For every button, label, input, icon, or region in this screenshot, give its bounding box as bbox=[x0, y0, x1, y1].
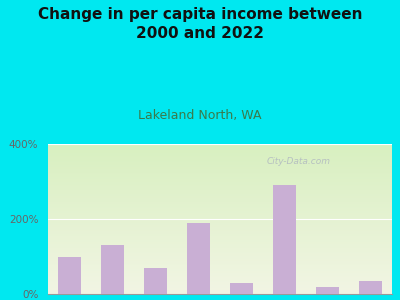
Bar bbox=[359, 281, 382, 294]
Bar bbox=[144, 268, 167, 294]
Bar bbox=[230, 283, 253, 294]
Text: Change in per capita income between
2000 and 2022: Change in per capita income between 2000… bbox=[38, 8, 362, 41]
Text: City-Data.com: City-Data.com bbox=[267, 158, 331, 166]
Bar bbox=[58, 256, 81, 294]
Text: Lakeland North, WA: Lakeland North, WA bbox=[138, 110, 262, 122]
Bar bbox=[101, 245, 124, 294]
Bar bbox=[273, 185, 296, 294]
Bar bbox=[316, 286, 339, 294]
Bar bbox=[187, 223, 210, 294]
